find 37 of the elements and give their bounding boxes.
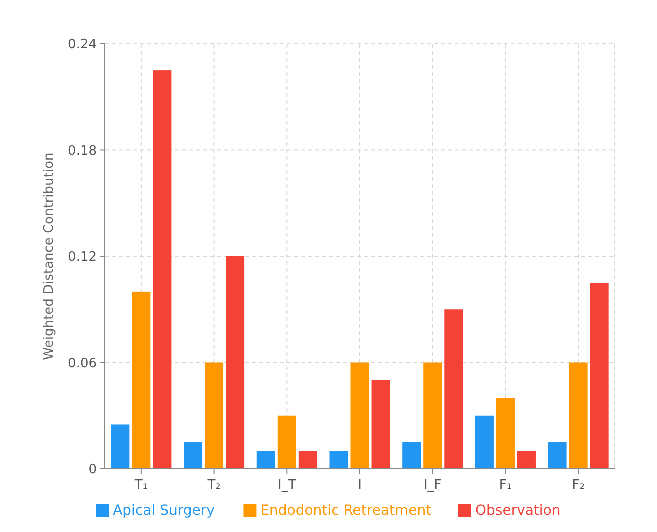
bar	[256, 451, 276, 469]
bar	[111, 424, 130, 469]
y-tick-label: 0.24	[68, 38, 97, 53]
y-tick-label: 0	[88, 462, 97, 478]
bar	[330, 451, 348, 469]
bar	[517, 451, 536, 469]
x-tick-label: F₂	[572, 478, 585, 493]
y-axis-title: Weighted Distance Contribution	[42, 152, 57, 360]
bar	[226, 256, 245, 469]
bar	[496, 398, 515, 469]
bar	[153, 70, 172, 469]
bar	[350, 362, 370, 469]
x-tick-label: T₁	[134, 478, 148, 493]
bar	[278, 416, 296, 469]
bar	[298, 451, 318, 469]
x-tick-label: F₁	[499, 478, 512, 493]
legend-label: Endodontic Retreatment	[260, 503, 432, 519]
y-tick-label: 0.12	[68, 250, 97, 266]
x-tick-label: T₂	[206, 478, 221, 493]
bar	[424, 362, 442, 469]
bar	[372, 380, 390, 469]
bar	[548, 442, 567, 469]
bar	[184, 442, 203, 469]
legend-label: Observation	[476, 503, 561, 519]
x-tick-label: I_F	[424, 478, 442, 493]
bar	[205, 362, 224, 469]
x-tick-label: I_T	[278, 478, 296, 493]
x-tick-label: I	[358, 478, 362, 493]
bar	[569, 362, 588, 469]
y-tick-label: 0.18	[68, 144, 97, 159]
bar	[475, 416, 494, 469]
bar	[444, 310, 464, 469]
legend-label: Apical Surgery	[113, 503, 215, 519]
y-tick-label: 0.06	[68, 356, 97, 372]
bar	[402, 442, 422, 469]
bar	[132, 292, 151, 469]
bar	[590, 283, 609, 469]
